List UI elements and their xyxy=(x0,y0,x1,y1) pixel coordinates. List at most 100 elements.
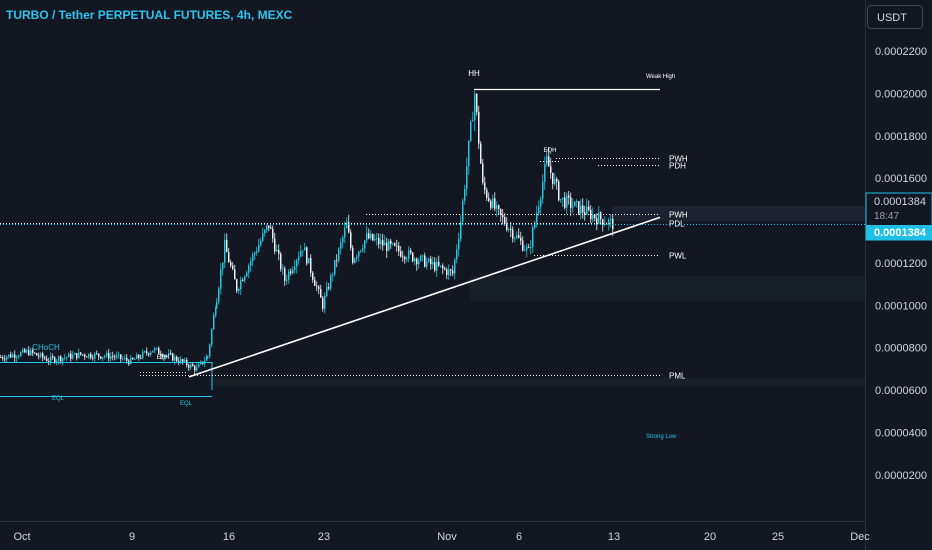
candle-body xyxy=(264,229,266,234)
candle-body xyxy=(26,350,28,353)
candle-body xyxy=(440,265,442,267)
candle-body xyxy=(568,195,570,198)
price-tag-highlight xyxy=(866,225,932,240)
candle-body xyxy=(576,201,578,203)
candle-body xyxy=(608,219,610,225)
candle-body xyxy=(596,218,598,224)
candle-body xyxy=(510,229,512,230)
candle-body xyxy=(476,93,478,113)
candle-body xyxy=(454,259,456,274)
candle-body xyxy=(262,233,264,241)
candle-body xyxy=(174,356,176,361)
candle-body xyxy=(554,178,556,185)
candle-body xyxy=(248,265,250,273)
candle-body xyxy=(276,249,278,252)
candle-body xyxy=(588,206,590,210)
candle-body xyxy=(354,258,356,263)
time-tick-label: 23 xyxy=(318,531,330,543)
reference-line-label: PWL xyxy=(669,252,687,261)
candle-body xyxy=(38,355,40,357)
candle-body xyxy=(246,272,248,277)
candle-body xyxy=(496,205,498,209)
candle-body xyxy=(98,353,100,357)
candle-body xyxy=(522,240,524,251)
candle-body xyxy=(68,353,70,358)
candle-body xyxy=(524,250,526,252)
candle-body xyxy=(306,247,308,264)
candle-body xyxy=(416,258,418,265)
currency-selector-button[interactable]: USDT xyxy=(867,5,923,29)
candle-body xyxy=(252,254,254,261)
time-tick-label: 13 xyxy=(608,531,620,543)
candle-body xyxy=(160,353,162,356)
candle-body xyxy=(484,182,486,190)
candle-body xyxy=(144,351,146,353)
candle-body xyxy=(266,225,268,230)
candle-body xyxy=(104,356,106,358)
candle-body xyxy=(120,354,122,359)
candle-body xyxy=(94,353,96,359)
candle-body xyxy=(72,354,74,359)
candle-body xyxy=(2,357,4,359)
candle-body xyxy=(92,357,94,359)
candle-body xyxy=(526,246,528,251)
candle-body xyxy=(592,214,594,220)
candle-body xyxy=(490,201,492,208)
candle-body xyxy=(372,234,374,241)
candle-body xyxy=(574,201,576,207)
candle-body xyxy=(384,242,386,246)
price-tick-label: 0.0001800 xyxy=(875,131,927,143)
candle-body xyxy=(584,212,586,215)
candle-body xyxy=(602,219,604,225)
candles xyxy=(0,90,614,375)
candle-body xyxy=(392,243,394,245)
candle-body xyxy=(282,268,284,270)
candle-body xyxy=(348,222,350,233)
candle-body xyxy=(376,238,378,240)
reference-line-label: PDL xyxy=(669,220,685,229)
candle-body xyxy=(213,315,215,330)
candle-body xyxy=(134,359,136,360)
candle-body xyxy=(182,359,184,362)
annotation-label: EQL xyxy=(180,401,193,407)
candle-body xyxy=(520,237,522,241)
candle-body xyxy=(8,354,10,357)
candle-body xyxy=(48,361,50,362)
candle-body xyxy=(226,239,228,253)
candle-body xyxy=(362,248,364,251)
candle-body xyxy=(500,208,502,215)
time-tick-label: 25 xyxy=(772,531,784,543)
candle-body xyxy=(32,349,34,353)
candle-body xyxy=(400,251,402,257)
candle-body xyxy=(74,353,76,355)
candle-body xyxy=(478,112,480,144)
candle-body xyxy=(82,354,84,356)
candle-body xyxy=(578,201,580,214)
candle-body xyxy=(290,271,292,274)
candle-body xyxy=(6,356,8,360)
candle-body xyxy=(350,232,352,248)
annotation-label: CHoCH xyxy=(32,343,60,352)
candle-body xyxy=(184,359,186,362)
candle-body xyxy=(278,249,280,254)
candle-body xyxy=(28,350,30,356)
candle-body xyxy=(10,354,12,358)
candle-body xyxy=(406,258,408,260)
candle-body xyxy=(300,250,302,257)
last-price-tag: 0.0001384 18:47 0.0001384 xyxy=(865,192,932,241)
candle-body xyxy=(338,248,340,261)
candle-body xyxy=(228,252,230,263)
candle-body xyxy=(512,229,514,239)
candle-body xyxy=(196,367,198,371)
candle-body xyxy=(558,181,560,201)
candle-body xyxy=(238,289,240,291)
candle-body xyxy=(132,358,134,360)
candle-body xyxy=(356,256,358,259)
candle-body xyxy=(480,143,482,164)
price-tick-label: 0.0001000 xyxy=(875,300,927,312)
candle-body xyxy=(190,364,192,368)
candle-body xyxy=(352,247,354,263)
candle-body xyxy=(368,233,370,239)
candle-body xyxy=(106,352,108,357)
